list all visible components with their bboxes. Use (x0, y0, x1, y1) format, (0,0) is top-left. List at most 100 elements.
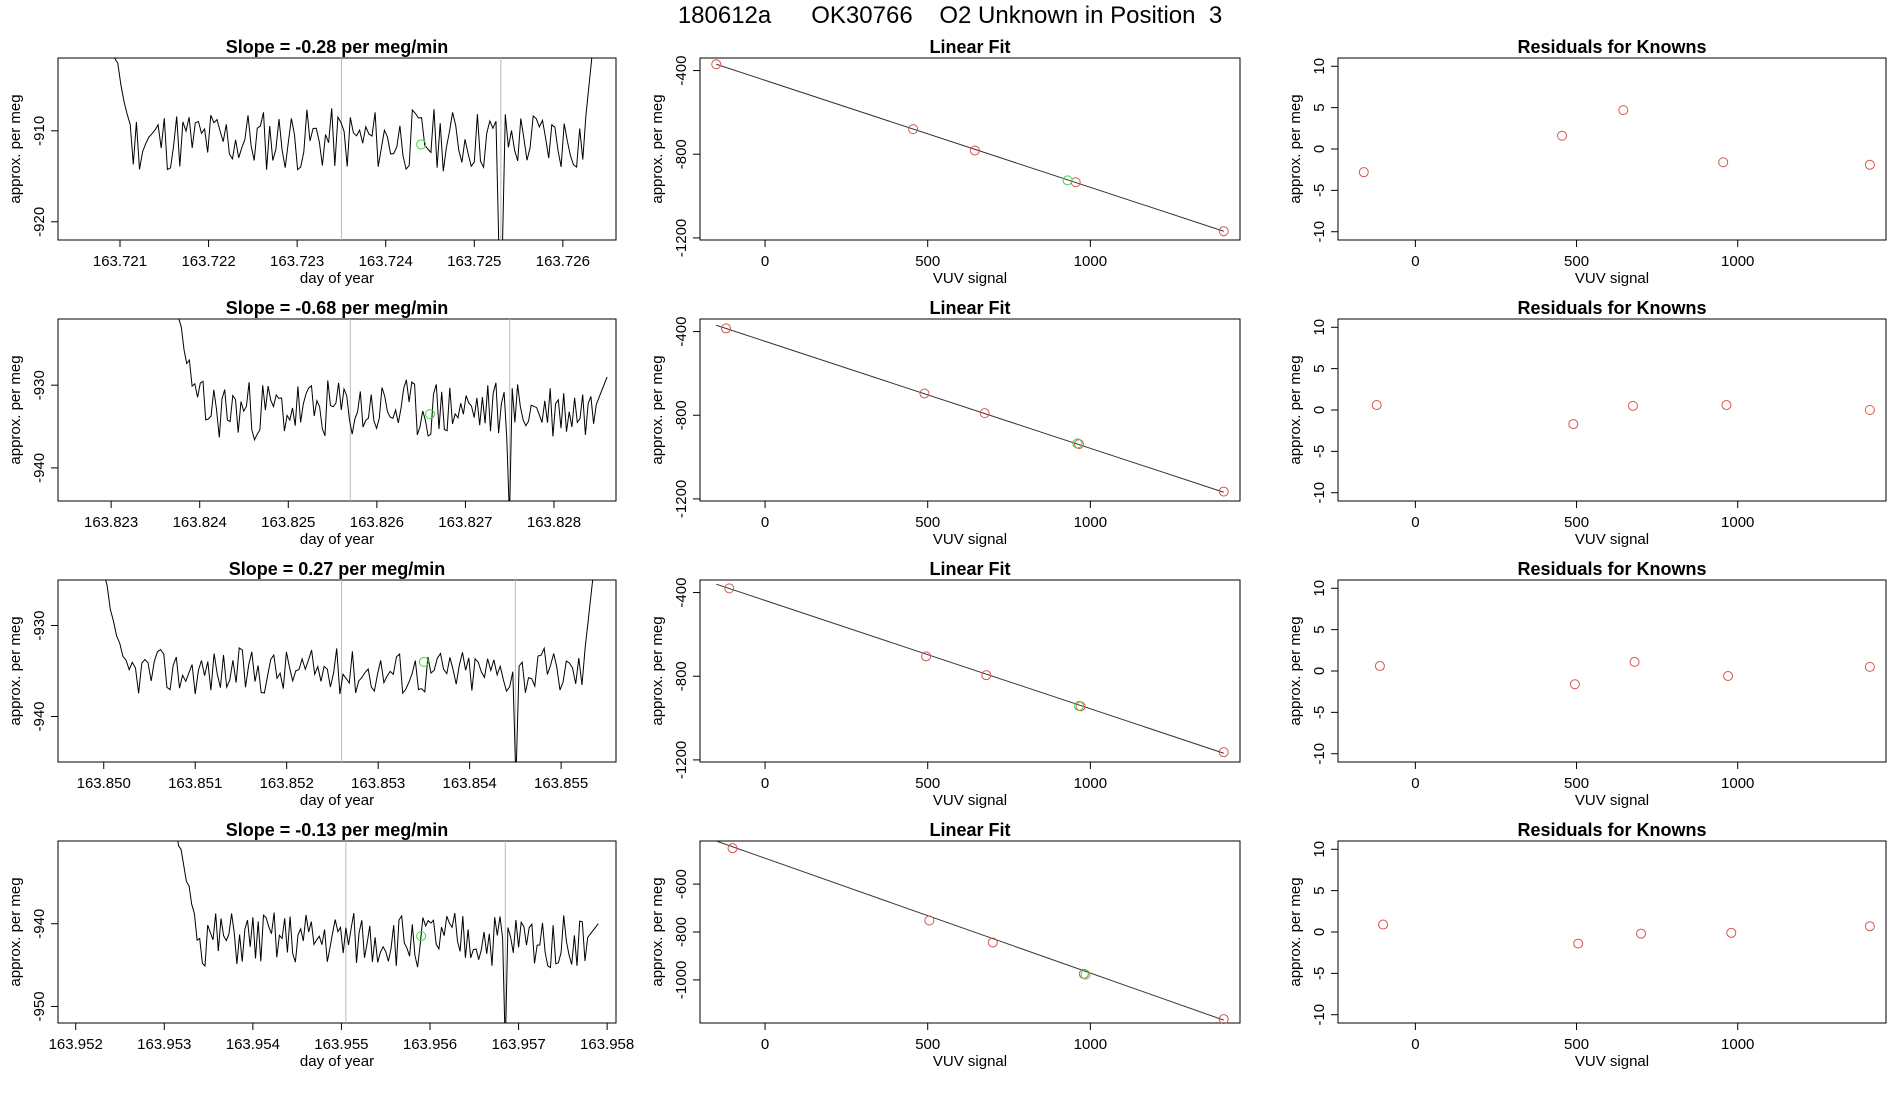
chart-10-trace (177, 841, 599, 1023)
chart-4-xtick-label: 163.827 (438, 514, 492, 531)
chart-8-frame (699, 579, 1241, 763)
chart-2-xtick-label: 0 (761, 253, 769, 270)
chart-10-xlabel: day of year (300, 1053, 374, 1070)
chart-9-ylabel: approx. per meg (1287, 616, 1304, 725)
chart-2-xtick-label: 500 (915, 253, 940, 270)
chart-12-ytick-label: -10 (1311, 1004, 1328, 1026)
chart-9-xtick-label: 500 (1564, 775, 1589, 792)
chart-3-ytick-label: 5 (1311, 103, 1328, 111)
chart-1-xtick-label: 163.724 (359, 253, 413, 270)
chart-4-trace (178, 319, 608, 501)
chart-6-title: Residuals for Knowns (1517, 298, 1706, 318)
chart-8-xtick-label: 500 (915, 775, 940, 792)
chart-4-xtick-label: 163.824 (173, 514, 227, 531)
chart-11-ytick-label: -1000 (673, 961, 690, 999)
chart-4-ytick-label: -940 (31, 453, 48, 483)
chart-9-frame (1337, 579, 1887, 763)
chart-8-ylabel: approx. per meg (649, 616, 666, 725)
chart-6-ytick-label: -10 (1311, 482, 1328, 504)
chart-6-residual-point (1864, 405, 1875, 415)
chart-1-unknown-point (416, 139, 427, 150)
chart-5-ylabel: approx. per meg (649, 355, 666, 464)
chart-2-known-point (711, 59, 722, 70)
chart-6-residual-point (1721, 400, 1732, 411)
chart-9-xlabel: VUV signal (1575, 792, 1649, 809)
chart-12-ylabel: approx. per meg (1287, 877, 1304, 986)
chart-8-known-point (981, 670, 992, 681)
chart-7-xtick-label: 163.853 (351, 775, 405, 792)
chart-1-ylabel: approx. per meg (7, 94, 24, 203)
chart-11-unknown-point (1080, 969, 1091, 980)
chart-4-frame (57, 318, 617, 502)
chart-6-xtick-label: 1000 (1721, 514, 1754, 531)
chart-12-frame (1337, 840, 1887, 1024)
chart-8-xlabel: VUV signal (933, 792, 1007, 809)
chart-7-ytick-label: -940 (31, 701, 48, 731)
chart-12-ytick-label: 0 (1311, 928, 1328, 936)
chart-8-unknown-point (1073, 700, 1084, 711)
chart-10-xtick-label: 163.955 (314, 1036, 368, 1053)
chart-12-residual-point (1573, 938, 1584, 949)
chart-1-xtick-label: 163.723 (270, 253, 324, 270)
chart-2-ytick-label: -800 (673, 139, 690, 169)
chart-3-xtick-label: 0 (1411, 253, 1419, 270)
chart-12-ytick-label: 5 (1311, 886, 1328, 894)
chart-8-fit-line (716, 583, 1224, 754)
chart-1-xtick-label: 163.721 (93, 253, 147, 270)
chart-2-ytick-label: -400 (673, 56, 690, 86)
chart-5-known-point (721, 323, 732, 334)
chart-10-frame (57, 840, 617, 1024)
chart-7-unknown-point (418, 656, 429, 667)
chart-8-known-point (1218, 747, 1229, 758)
chart-8-ytick-label: -400 (673, 578, 690, 608)
chart-7-xtick-label: 163.852 (260, 775, 314, 792)
chart-11-known-point (1078, 968, 1089, 979)
chart-7-ytick-label: -930 (31, 610, 48, 640)
chart-12-residual-point (1864, 921, 1875, 932)
chart-3-residual-point (1618, 105, 1629, 116)
chart-3-xtick-label: 500 (1564, 253, 1589, 270)
chart-4-xtick-label: 163.826 (350, 514, 404, 531)
chart-2-frame (699, 57, 1241, 241)
chart-7-title: Slope = 0.27 per meg/min (229, 559, 446, 579)
chart-11-known-point (727, 843, 738, 854)
chart-10-title: Slope = -0.13 per meg/min (226, 820, 449, 840)
chart-9-residual-point (1629, 656, 1640, 667)
chart-3-ytick-label: 10 (1311, 58, 1328, 75)
chart-1-xlabel: day of year (300, 270, 374, 287)
chart-6-frame (1337, 318, 1887, 502)
chart-10-xtick-label: 163.957 (491, 1036, 545, 1053)
chart-2-xtick-label: 1000 (1074, 253, 1107, 270)
chart-3-residual-point (1358, 167, 1369, 178)
chart-6-xtick-label: 500 (1564, 514, 1589, 531)
chart-6-ytick-label: 5 (1311, 364, 1328, 372)
chart-5-xlabel: VUV signal (933, 531, 1007, 548)
chart-9-residual-point (1864, 661, 1875, 672)
chart-5-fit-line (716, 324, 1224, 493)
chart-10-xtick-label: 163.953 (137, 1036, 191, 1053)
chart-5-ytick-label: -400 (673, 317, 690, 347)
chart-4-ytick-label: -930 (31, 370, 48, 400)
chart-6-residual-point (1568, 419, 1579, 430)
chart-6-residual-point (1627, 400, 1638, 411)
chart-2-title: Linear Fit (929, 37, 1010, 57)
chart-5-frame (699, 318, 1241, 502)
chart-8-xtick-label: 1000 (1074, 775, 1107, 792)
chart-8-title: Linear Fit (929, 559, 1010, 579)
chart-10-unknown-point (416, 931, 427, 942)
chart-7-frame (57, 579, 617, 763)
chart-5-xtick-label: 1000 (1074, 514, 1107, 531)
chart-2-fit-line (716, 63, 1224, 232)
chart-5-known-point (919, 388, 930, 399)
chart-9-xtick-label: 1000 (1721, 775, 1754, 792)
chart-10-ytick-label: -940 (31, 909, 48, 939)
chart-6-ytick-label: 10 (1311, 319, 1328, 336)
chart-9-title: Residuals for Knowns (1517, 559, 1706, 579)
chart-1-frame (57, 57, 617, 241)
chart-6-ylabel: approx. per meg (1287, 355, 1304, 464)
chart-7-ylabel: approx. per meg (7, 616, 24, 725)
chart-3-xlabel: VUV signal (1575, 270, 1649, 287)
chart-2-known-point (1070, 177, 1081, 188)
chart-8-known-point (724, 583, 735, 594)
chart-6-residual-point (1371, 400, 1382, 411)
